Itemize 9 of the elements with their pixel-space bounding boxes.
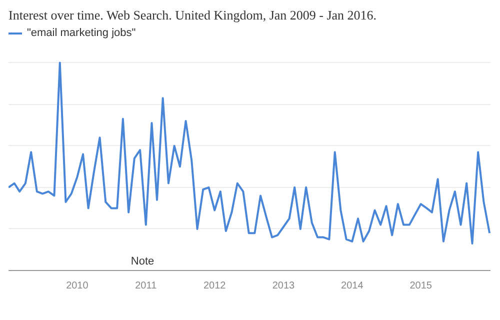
x-tick-label: 2013 — [272, 280, 296, 292]
legend-label: "email marketing jobs" — [27, 27, 136, 39]
x-tick-label: 2014 — [341, 280, 364, 292]
x-tick-label: 2012 — [203, 280, 226, 292]
x-tick-label: 2010 — [66, 280, 89, 292]
x-tick-label: 2015 — [410, 280, 432, 292]
chart-title: Interest over time. Web Search. United Kingdom, Jan 2009 - Jan 2016. — [8, 8, 377, 22]
annotation: Note — [130, 256, 154, 268]
x-tick-label: 2011 — [135, 280, 158, 292]
